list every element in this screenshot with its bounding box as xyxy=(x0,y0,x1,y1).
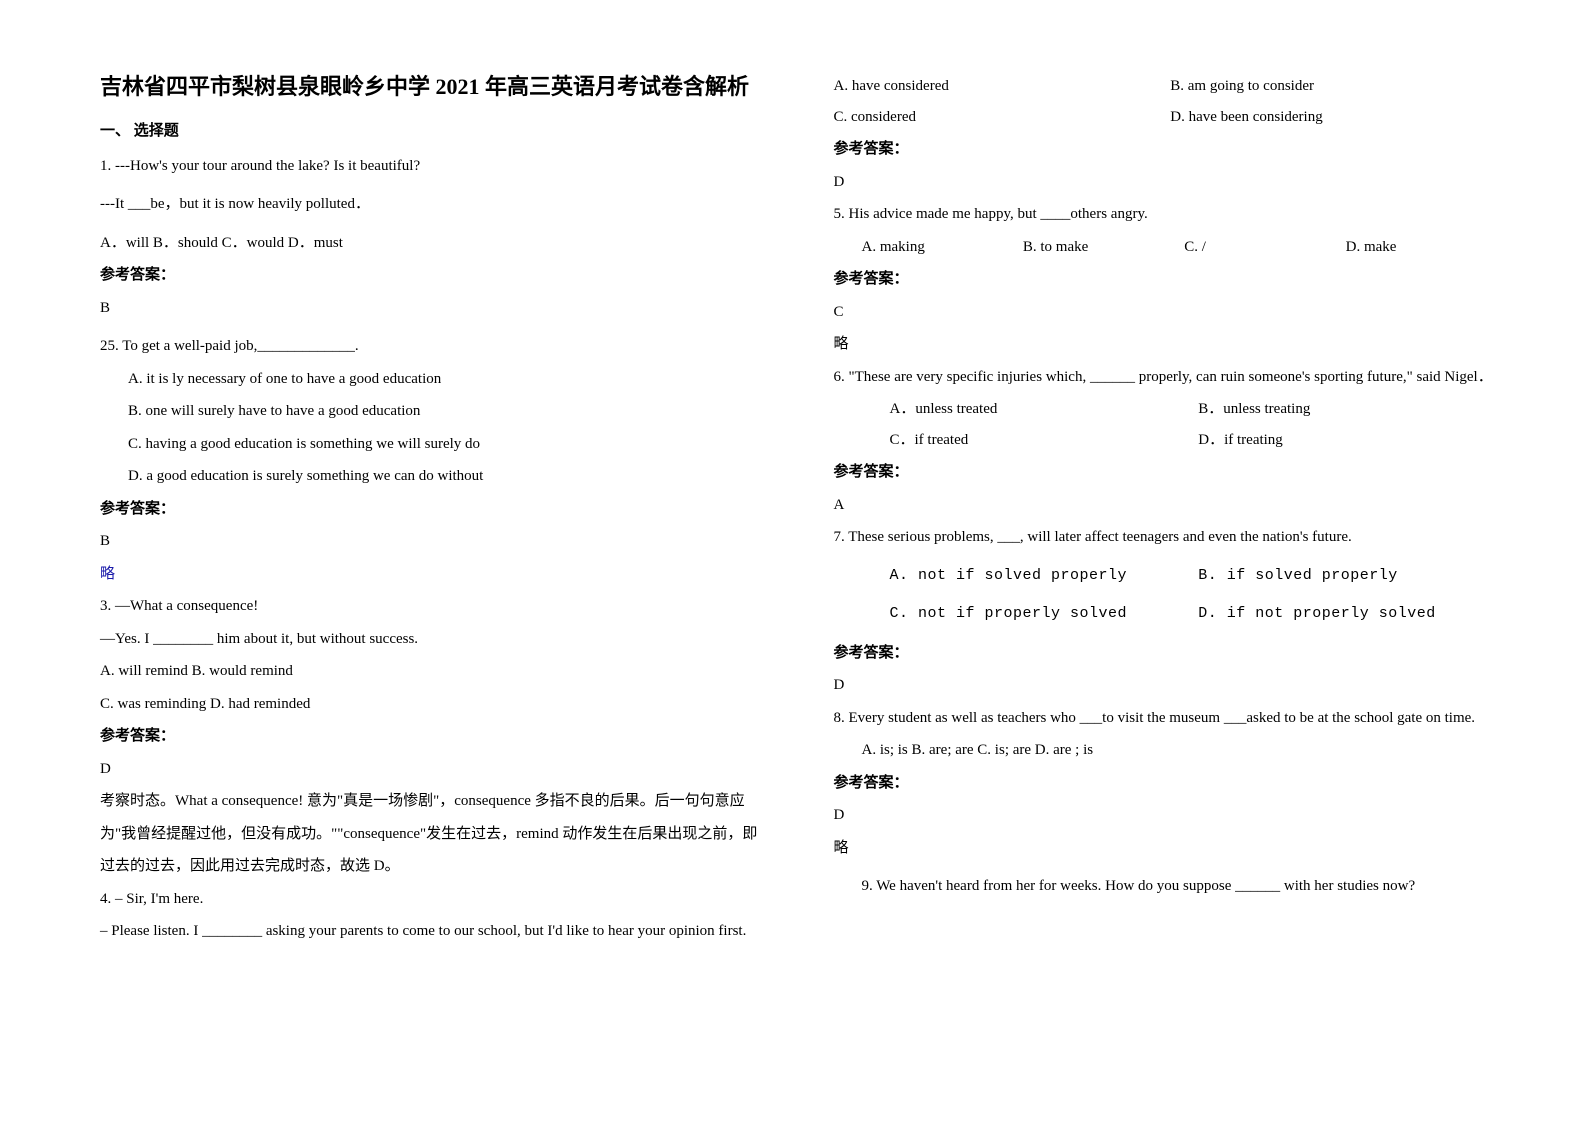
q3-exp1: 考察时态。What a consequence! 意为"真是一场惨剧"，cons… xyxy=(100,787,774,816)
section-heading: 一、 选择题 xyxy=(100,117,774,146)
q7-opts-row1: A. not if solved properly B. if solved p… xyxy=(834,562,1508,591)
answer-label: 参考答案： xyxy=(100,722,774,751)
q5-opts: A. making B. to make C. / D. make xyxy=(834,233,1508,262)
answer-label: 参考答案： xyxy=(834,458,1508,487)
q3-line3: A. will remind B. would remind xyxy=(100,657,774,686)
q5-opt-b: B. to make xyxy=(1023,233,1184,262)
q4-line2: – Please listen. I ________ asking your … xyxy=(100,917,774,946)
q3-line1: 3. —What a consequence! xyxy=(100,592,774,621)
q6-opt-a: A．unless treated xyxy=(890,395,1199,424)
q2-answer: B xyxy=(100,527,774,556)
q8-answer: D xyxy=(834,801,1508,830)
q2-opt-c: C. having a good education is something … xyxy=(100,430,774,459)
q4-line1: 4. – Sir, I'm here. xyxy=(100,885,774,914)
q1-line2: ---It ___be，but it is now heavily pollut… xyxy=(100,190,774,219)
answer-label: 参考答案： xyxy=(100,495,774,524)
q1-answer: B xyxy=(100,294,774,323)
q7-opts-row2: C. not if properly solved D. if not prop… xyxy=(834,600,1508,629)
q2-extra: 略 xyxy=(100,560,774,589)
q2-opt-b: B. one will surely have to have a good e… xyxy=(100,397,774,426)
right-column: A. have considered B. am going to consid… xyxy=(834,70,1508,950)
q4-opt-b: B. am going to consider xyxy=(1170,72,1507,101)
answer-label: 参考答案： xyxy=(834,135,1508,164)
q4-answer: D xyxy=(834,168,1508,197)
q7-opt-d: D. if not properly solved xyxy=(1198,600,1507,629)
q7-stem: 7. These serious problems, ___, will lat… xyxy=(834,523,1508,552)
q7-opt-c: C. not if properly solved xyxy=(890,600,1199,629)
q4-opt-a: A. have considered xyxy=(834,72,1171,101)
q3-line4: C. was reminding D. had reminded xyxy=(100,690,774,719)
q8-options: A. is; is B. are; are C. is; are D. are … xyxy=(834,736,1508,765)
q4-opts-row2: C. considered D. have been considering xyxy=(834,103,1508,132)
q5-opt-c: C. / xyxy=(1184,233,1345,262)
answer-label: 参考答案： xyxy=(834,639,1508,668)
q6-opt-d: D．if treating xyxy=(1198,426,1507,455)
left-column: 吉林省四平市梨树县泉眼岭乡中学 2021 年高三英语月考试卷含解析 一、 选择题… xyxy=(100,70,774,950)
answer-label: 参考答案： xyxy=(834,769,1508,798)
q5-extra: 略 xyxy=(834,330,1508,359)
q3-answer: D xyxy=(100,755,774,784)
q8-stem: 8. Every student as well as teachers who… xyxy=(834,704,1508,733)
q3-line2: —Yes. I ________ him about it, but witho… xyxy=(100,625,774,654)
q6-answer: A xyxy=(834,491,1508,520)
q4-opt-c: C. considered xyxy=(834,103,1171,132)
q6-opt-b: B．unless treating xyxy=(1198,395,1507,424)
q4-opt-d: D. have been considering xyxy=(1170,103,1507,132)
answer-label: 参考答案： xyxy=(100,261,774,290)
q5-stem: 5. His advice made me happy, but ____oth… xyxy=(834,200,1508,229)
answer-label: 参考答案： xyxy=(834,265,1508,294)
q6-opts-row1: A．unless treated B．unless treating xyxy=(834,395,1508,424)
q3-exp3: 过去的过去，因此用过去完成时态，故选 D。 xyxy=(100,852,774,881)
q2-opt-d: D. a good education is surely something … xyxy=(100,462,774,491)
q8-extra: 略 xyxy=(834,834,1508,863)
q6-stem: 6. "These are very specific injuries whi… xyxy=(834,363,1508,392)
q3-exp2: 为"我曾经提醒过他，但没有成功。""consequence"发生在过去，remi… xyxy=(100,820,774,849)
q5-opt-a: A. making xyxy=(862,233,1023,262)
q7-answer: D xyxy=(834,671,1508,700)
q6-opt-c: C．if treated xyxy=(890,426,1199,455)
q5-answer: C xyxy=(834,298,1508,327)
q2-stem: 25. To get a well-paid job,_____________… xyxy=(100,332,774,361)
page-container: 吉林省四平市梨树县泉眼岭乡中学 2021 年高三英语月考试卷含解析 一、 选择题… xyxy=(100,70,1507,950)
q1-line1: 1. ---How's your tour around the lake? I… xyxy=(100,152,774,181)
q5-opt-d: D. make xyxy=(1346,233,1507,262)
q4-opts-row1: A. have considered B. am going to consid… xyxy=(834,72,1508,101)
q9-stem: 9. We haven't heard from her for weeks. … xyxy=(834,872,1508,901)
q7-opt-b: B. if solved properly xyxy=(1198,562,1507,591)
q6-opts-row2: C．if treated D．if treating xyxy=(834,426,1508,455)
q2-opt-a: A. it is ly necessary of one to have a g… xyxy=(100,365,774,394)
q1-options: A．will B．should C．would D．must xyxy=(100,229,774,258)
q7-opt-a: A. not if solved properly xyxy=(890,562,1199,591)
document-title: 吉林省四平市梨树县泉眼岭乡中学 2021 年高三英语月考试卷含解析 xyxy=(100,70,774,103)
